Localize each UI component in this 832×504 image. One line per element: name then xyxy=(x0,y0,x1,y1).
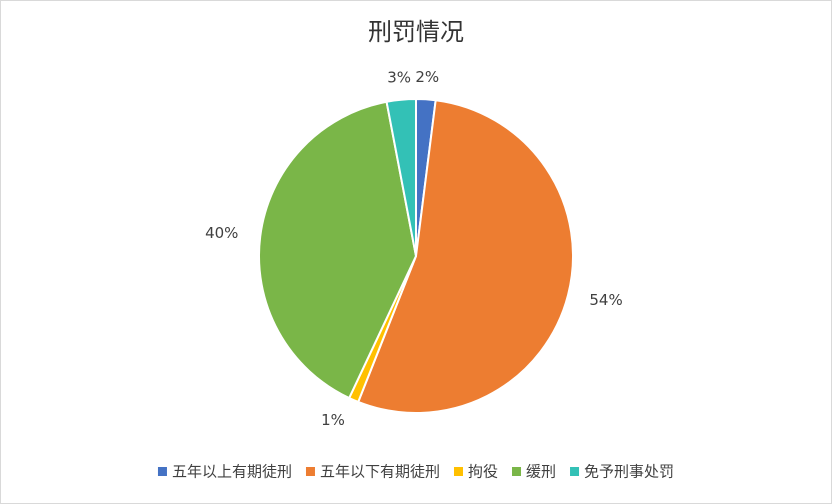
legend-swatch xyxy=(305,467,315,476)
legend-label: 缓刑 xyxy=(526,463,556,481)
data-label: 40% xyxy=(205,224,238,242)
data-label: 2% xyxy=(415,68,439,86)
legend-swatch xyxy=(157,467,167,476)
data-label: 3% xyxy=(387,68,411,86)
legend-label: 免予刑事处罚 xyxy=(584,463,674,481)
chart-title: 刑罚情况 xyxy=(368,18,464,46)
pie-slice xyxy=(356,99,574,414)
legend-swatch xyxy=(570,467,580,476)
legend-label: 五年以下有期徒刑 xyxy=(320,463,440,481)
legend-label: 拘役 xyxy=(468,463,498,481)
legend-label: 五年以上有期徒刑 xyxy=(172,463,292,481)
legend-swatch xyxy=(512,467,522,476)
data-label: 54% xyxy=(589,291,622,309)
pie-slice xyxy=(385,97,417,257)
legend-swatch xyxy=(453,467,463,476)
pie-slice xyxy=(258,100,418,400)
data-label: 1% xyxy=(321,411,345,429)
